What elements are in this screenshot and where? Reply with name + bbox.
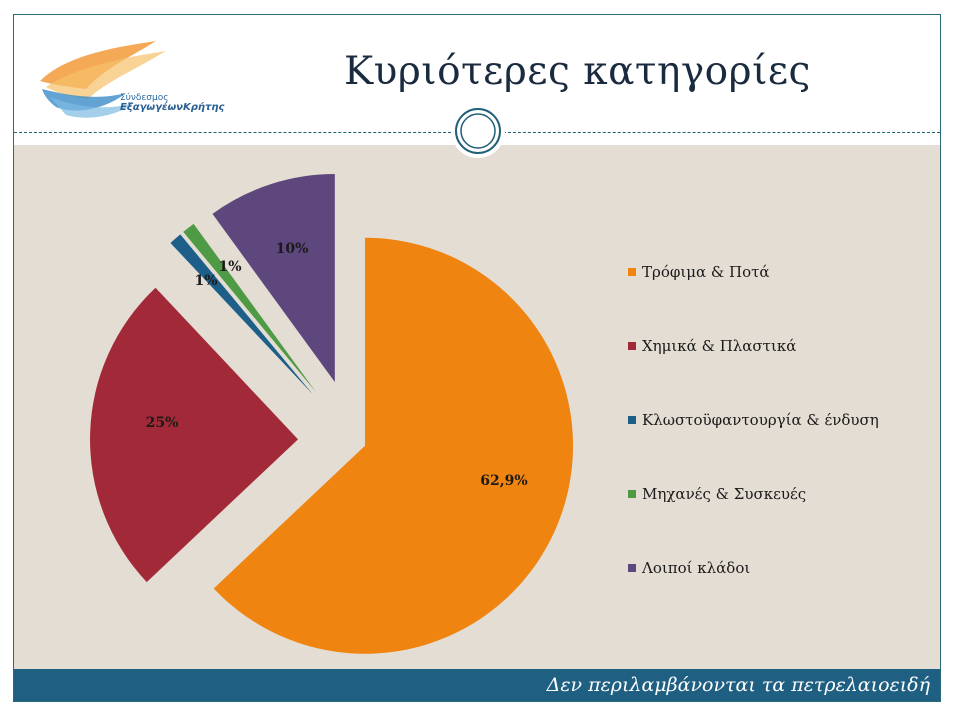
circle-ornament-icon	[451, 104, 505, 158]
legend-swatch	[628, 416, 636, 424]
legend-swatch	[628, 268, 636, 276]
page-title: Κυριότερες κατηγορίες	[344, 49, 811, 94]
slice-data-label: 1%	[194, 273, 217, 289]
legend-item: Τρόφιμα & Ποτά	[628, 263, 770, 285]
pie-slice	[213, 237, 574, 654]
pie-slice	[170, 234, 313, 395]
legend-item: Κλωστοϋφαντουργία & ένδυση	[628, 411, 879, 433]
chart-area: 62,9% 25% 1% 1% 10% Τρόφιμα & Ποτά Χημικά & Π…	[14, 145, 940, 669]
logo-line-2: ΕξαγωγέωνΚρήτης	[120, 102, 225, 113]
logo-flame-icon	[40, 41, 166, 118]
slice-data-label: 10%	[276, 241, 309, 257]
logo-line-1: Σύνδεσμος	[120, 93, 169, 103]
legend-swatch	[628, 342, 636, 350]
legend-swatch	[628, 564, 636, 572]
slice-data-label: 25%	[146, 415, 179, 431]
pie-slice	[90, 287, 299, 583]
legend-item: Μηχανές & Συσκευές	[628, 485, 806, 507]
legend-label: Μηχανές & Συσκευές	[642, 485, 807, 503]
slice-data-label: 1%	[218, 259, 241, 275]
slice-data-label: 62,9%	[480, 473, 527, 489]
footer-bar: Δεν περιλαμβάνονται τα πετρελαιοειδή	[14, 669, 940, 701]
legend-label: Λοιποί κλάδοι	[642, 559, 751, 577]
slide: Σύνδεσμος ΕξαγωγέωνΚρήτης Κυριότερες κατ…	[13, 14, 941, 702]
legend-swatch	[628, 490, 636, 498]
legend-label: Κλωστοϋφαντουργία & ένδυση	[642, 411, 879, 429]
legend-item: Λοιποί κλάδοι	[628, 559, 750, 581]
pie-chart: 62,9% 25% 1%1% 10%	[90, 174, 574, 654]
pie-slice	[183, 223, 316, 393]
logo: Σύνδεσμος ΕξαγωγέωνΚρήτης	[36, 37, 236, 127]
footer-note: Δεν περιλαμβάνονται τα πετρελαιοειδή	[546, 674, 930, 696]
legend-label: Χημικά & Πλαστικά	[642, 337, 797, 355]
logo-text: Σύνδεσμος ΕξαγωγέωνΚρήτης	[120, 93, 224, 113]
pie-slice	[212, 174, 335, 383]
legend-item: Χημικά & Πλαστικά	[628, 337, 796, 359]
legend-label: Τρόφιμα & Ποτά	[642, 263, 770, 281]
